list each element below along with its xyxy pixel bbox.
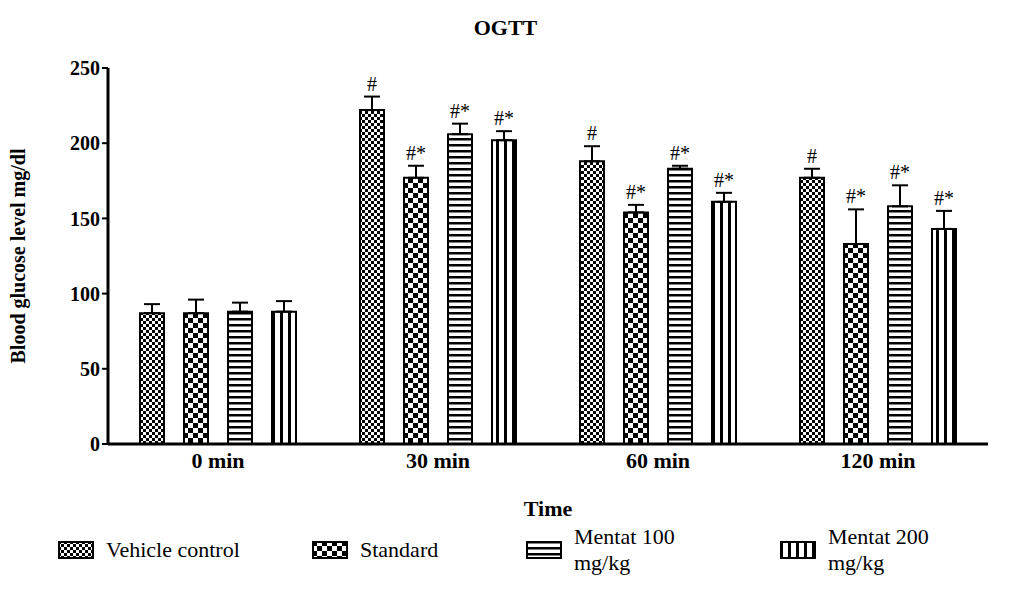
svg-text:Blood glucose level mg/dl: Blood glucose level mg/dl xyxy=(8,148,30,363)
svg-text:#: # xyxy=(807,145,817,167)
svg-text:#*: #* xyxy=(450,100,470,122)
svg-text:200: 200 xyxy=(70,132,100,154)
svg-text:#*: #* xyxy=(934,187,954,209)
svg-text:100: 100 xyxy=(70,283,100,305)
html-text:Vehicle control: Vehicle control xyxy=(106,537,240,562)
svg-text:#*: #* xyxy=(406,142,426,164)
svg-text:120 min: 120 min xyxy=(840,448,915,473)
svg-text:#*: #* xyxy=(890,161,910,183)
svg-text:#*: #* xyxy=(670,142,690,164)
svg-text:150: 150 xyxy=(70,208,100,230)
svg-text:0: 0 xyxy=(90,433,100,455)
html-text:Standard: Standard xyxy=(360,537,439,562)
html-text:Mentat 100 mg/kg: Mentat 100 mg/kg xyxy=(574,524,675,575)
svg-text:#*: #* xyxy=(494,107,514,129)
svg-text:#*: #* xyxy=(714,169,734,191)
svg-text:60 min: 60 min xyxy=(626,448,690,473)
html-text:OGTT: OGTT xyxy=(473,15,538,40)
svg-text:30 min: 30 min xyxy=(406,448,470,473)
svg-text:#*: #* xyxy=(626,181,646,203)
svg-text:50: 50 xyxy=(80,358,100,380)
svg-text:#: # xyxy=(367,73,377,95)
svg-text:#*: #* xyxy=(846,185,866,207)
svg-text:Time: Time xyxy=(524,496,573,521)
html-text:Mentat 200 mg/kg: Mentat 200 mg/kg xyxy=(828,524,929,575)
svg-text:0 min: 0 min xyxy=(191,448,244,473)
svg-text:#: # xyxy=(587,122,597,144)
svg-text:250: 250 xyxy=(70,57,100,79)
